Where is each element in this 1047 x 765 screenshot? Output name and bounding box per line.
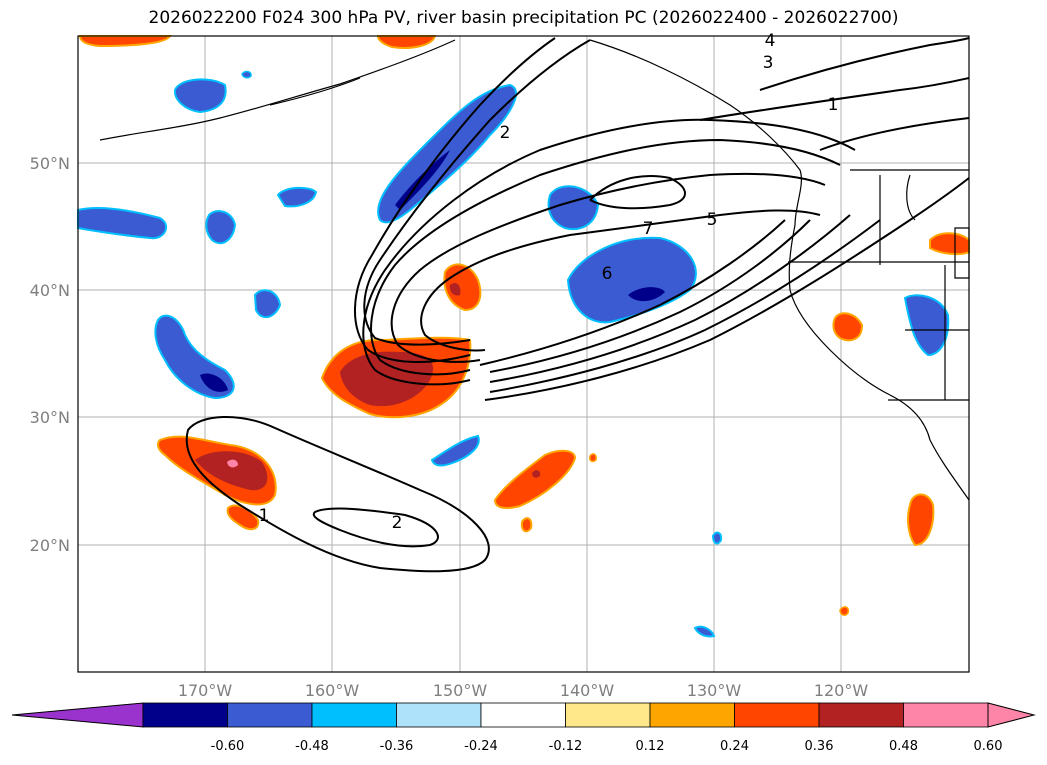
lon-label: 170°W (178, 681, 233, 700)
colorbar-bin (142, 702, 228, 728)
colorbar-bins (142, 702, 989, 728)
colorbar: -0.60 -0.48 -0.36 -0.24 -0.12 0.12 0.24 0.36 0.4… (11, 702, 1036, 754)
colorbar-tick-label: -0.60 (211, 739, 245, 754)
contour-label: 4 (765, 31, 776, 51)
contour-label: 1 (828, 95, 839, 115)
colorbar-bin (480, 702, 566, 728)
map-frame (77, 35, 970, 673)
contour-label: 6 (602, 264, 613, 284)
lon-label: 150°W (433, 681, 488, 700)
colorbar-over-arrow (987, 702, 1036, 728)
colorbar-bin (649, 702, 735, 728)
lat-label: 30°N (30, 408, 70, 427)
colorbar-bin (227, 702, 313, 728)
colorbar-tick-label: 0.24 (720, 739, 749, 754)
colorbar-tick-label: 0.48 (889, 739, 918, 754)
lon-label: 120°W (814, 681, 869, 700)
lat-labels: 50°N 40°N 30°N 20°N (30, 154, 70, 555)
contour-label: 3 (763, 53, 774, 73)
figure-title: 2026022200 F024 300 hPa PV, river basin … (148, 8, 899, 28)
contour-label: 5 (707, 210, 718, 230)
colorbar-tick-label: 0.12 (636, 739, 665, 754)
colorbar-tick-label: -0.12 (549, 739, 583, 754)
pv-contour-labels: 4 3 2 1 7 5 6 1 2 (259, 31, 839, 533)
colorbar-tick-label: -0.36 (380, 739, 414, 754)
lat-label: 40°N (30, 281, 70, 300)
colorbar-tick-label: 0.36 (805, 739, 834, 754)
colorbar-labels: -0.60 -0.48 -0.36 -0.24 -0.12 0.12 0.24 0.36 0.4… (211, 739, 1003, 754)
lon-labels: 170°W 160°W 150°W 140°W 130°W 120°W (178, 681, 869, 700)
contour-label: 2 (500, 123, 511, 143)
lat-label: 20°N (30, 536, 70, 555)
colorbar-bin (396, 702, 482, 728)
colorbar-tick-label: 0.60 (974, 739, 1003, 754)
contour-label: 2 (392, 513, 403, 533)
lon-label: 130°W (687, 681, 742, 700)
colorbar-under-arrow (11, 702, 144, 728)
lon-label: 160°W (305, 681, 360, 700)
colorbar-bin (818, 702, 904, 728)
colorbar-bin (734, 702, 820, 728)
colorbar-tick-label: -0.48 (295, 739, 329, 754)
contour-label: 7 (643, 219, 654, 239)
lat-label: 50°N (30, 154, 70, 173)
colorbar-bin (565, 702, 651, 728)
colorbar-bin (311, 702, 397, 728)
colorbar-tick-label: -0.24 (464, 739, 498, 754)
lon-label: 140°W (560, 681, 615, 700)
contour-label: 1 (259, 506, 270, 526)
colorbar-bin (903, 702, 989, 728)
pv-contours (185, 37, 970, 573)
